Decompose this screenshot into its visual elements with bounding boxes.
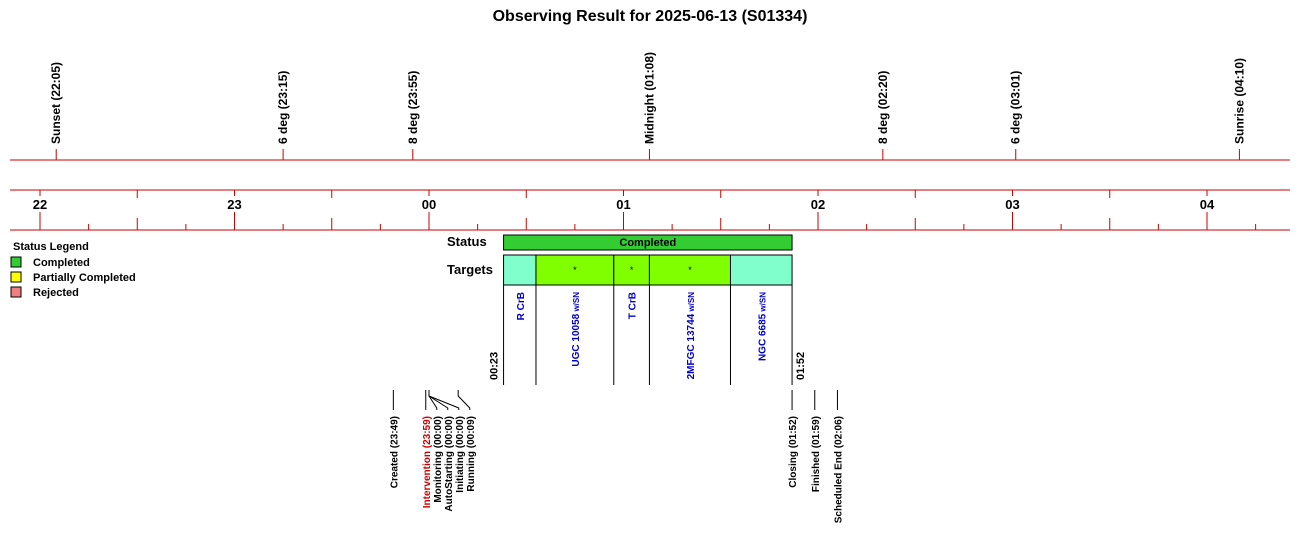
target-2mfgc-13744-w-sn-block — [648, 254, 731, 286]
target-ugc-10058-w-sn-marker: * — [573, 265, 577, 275]
night-event-8-deg-23-55-label: 8 deg (23:55) — [406, 71, 420, 144]
history-initiating-00-00-leader — [428, 390, 460, 410]
status-bar-label: Completed — [619, 237, 676, 249]
hour-label-00: 00 — [422, 197, 436, 212]
history-running-00-09-leader — [457, 390, 471, 410]
history-monitoring-00-00-label: Monitoring (00:00) — [433, 416, 444, 503]
hour-label-22: 22 — [33, 197, 47, 212]
end-time-label: 01:52 — [795, 352, 807, 380]
hour-label-23: 23 — [227, 197, 241, 212]
history-finished-01-59-label: Finished (01:59) — [811, 416, 822, 492]
night-events: Sunset (22:05) 6 deg (23:15) 8 deg (23:55)… — [49, 52, 1246, 160]
status-row-label: Status — [447, 234, 487, 249]
legend: Status Legend Completed Partially Comple… — [10, 241, 136, 299]
night-event-8-deg-02-20-label: 8 deg (02:20) — [876, 71, 890, 144]
targets-row-label: Targets — [447, 262, 493, 277]
legend-label-rejected: Rejected — [33, 287, 79, 299]
history-scheduled-end-02-06-label: Scheduled End (02:06) — [833, 416, 844, 523]
hour-label-04: 04 — [1200, 197, 1215, 212]
status-row: Completed — [503, 234, 793, 251]
target-r-crb-block — [503, 254, 537, 286]
target-ngc-6685-w-sn-block — [729, 254, 793, 286]
status-bar-completed — [503, 234, 793, 251]
target-2mfgc-13744-w-sn-label: 2MFGC 13744 w/SN — [686, 292, 697, 380]
history-events: Created (23:49) Intervention (23:59) Monit… — [389, 390, 844, 523]
history-running-00-09-label: Running (00:09) — [466, 416, 477, 492]
hour-label-01: 01 — [616, 197, 630, 212]
chart-title: Observing Result for 2025-06-13 (S01334) — [493, 8, 808, 25]
night-event-sunrise-04-10-label: Sunrise (04:10) — [1232, 58, 1246, 144]
start-time-label: 00:23 — [489, 352, 501, 380]
legend-swatch-partially-completed — [10, 271, 22, 283]
legend-title: Status Legend — [13, 241, 89, 253]
target-ugc-10058-w-sn-label: UGC 10058 w/SN — [571, 292, 582, 367]
night-event-6-deg-23-15-label: 6 deg (23:15) — [276, 71, 290, 144]
night-event-midnight-01-08-label: Midnight (01:08) — [642, 52, 656, 144]
hour-label-03: 03 — [1005, 197, 1019, 212]
night-event-6-deg-03-01-label: 6 deg (03:01) — [1009, 71, 1023, 144]
night-event-sunset-22-05-label: Sunset (22:05) — [49, 62, 63, 144]
row-labels: Status Targets — [447, 234, 493, 277]
legend-swatch-completed — [10, 256, 22, 268]
legend-label-completed: Completed — [33, 257, 90, 269]
history-autostarting-00-00-label: AutoStarting (00:00) — [444, 416, 455, 512]
history-initiating-00-00-label: Initiating (00:00) — [455, 416, 466, 493]
target-t-crb-marker: * — [630, 265, 634, 275]
target-t-crb-label: T CrB — [628, 292, 639, 319]
hour-label-02: 02 — [811, 197, 825, 212]
legend-label-partially-completed: Partially Completed — [33, 272, 136, 284]
targets-row: R CrB * UGC 10058 w/SN * T CrB * 2MFGC 13744 w… — [489, 254, 807, 385]
history-created-23-49-label: Created (23:49) — [389, 416, 400, 488]
history-closing-01-52-label: Closing (01:52) — [788, 416, 799, 488]
target-ngc-6685-w-sn-label: NGC 6685 w/SN — [757, 292, 768, 361]
target-ugc-10058-w-sn-block — [535, 254, 615, 286]
target-r-crb-label: R CrB — [516, 292, 527, 320]
target-2mfgc-13744-w-sn-marker: * — [688, 265, 692, 275]
time-axis: 22 23 00 01 02 03 04 — [10, 159, 1290, 231]
target-t-crb-block — [613, 254, 650, 286]
history-intervention-23-59-label: Intervention (23:59) — [422, 416, 433, 508]
legend-swatch-rejected — [10, 286, 22, 298]
